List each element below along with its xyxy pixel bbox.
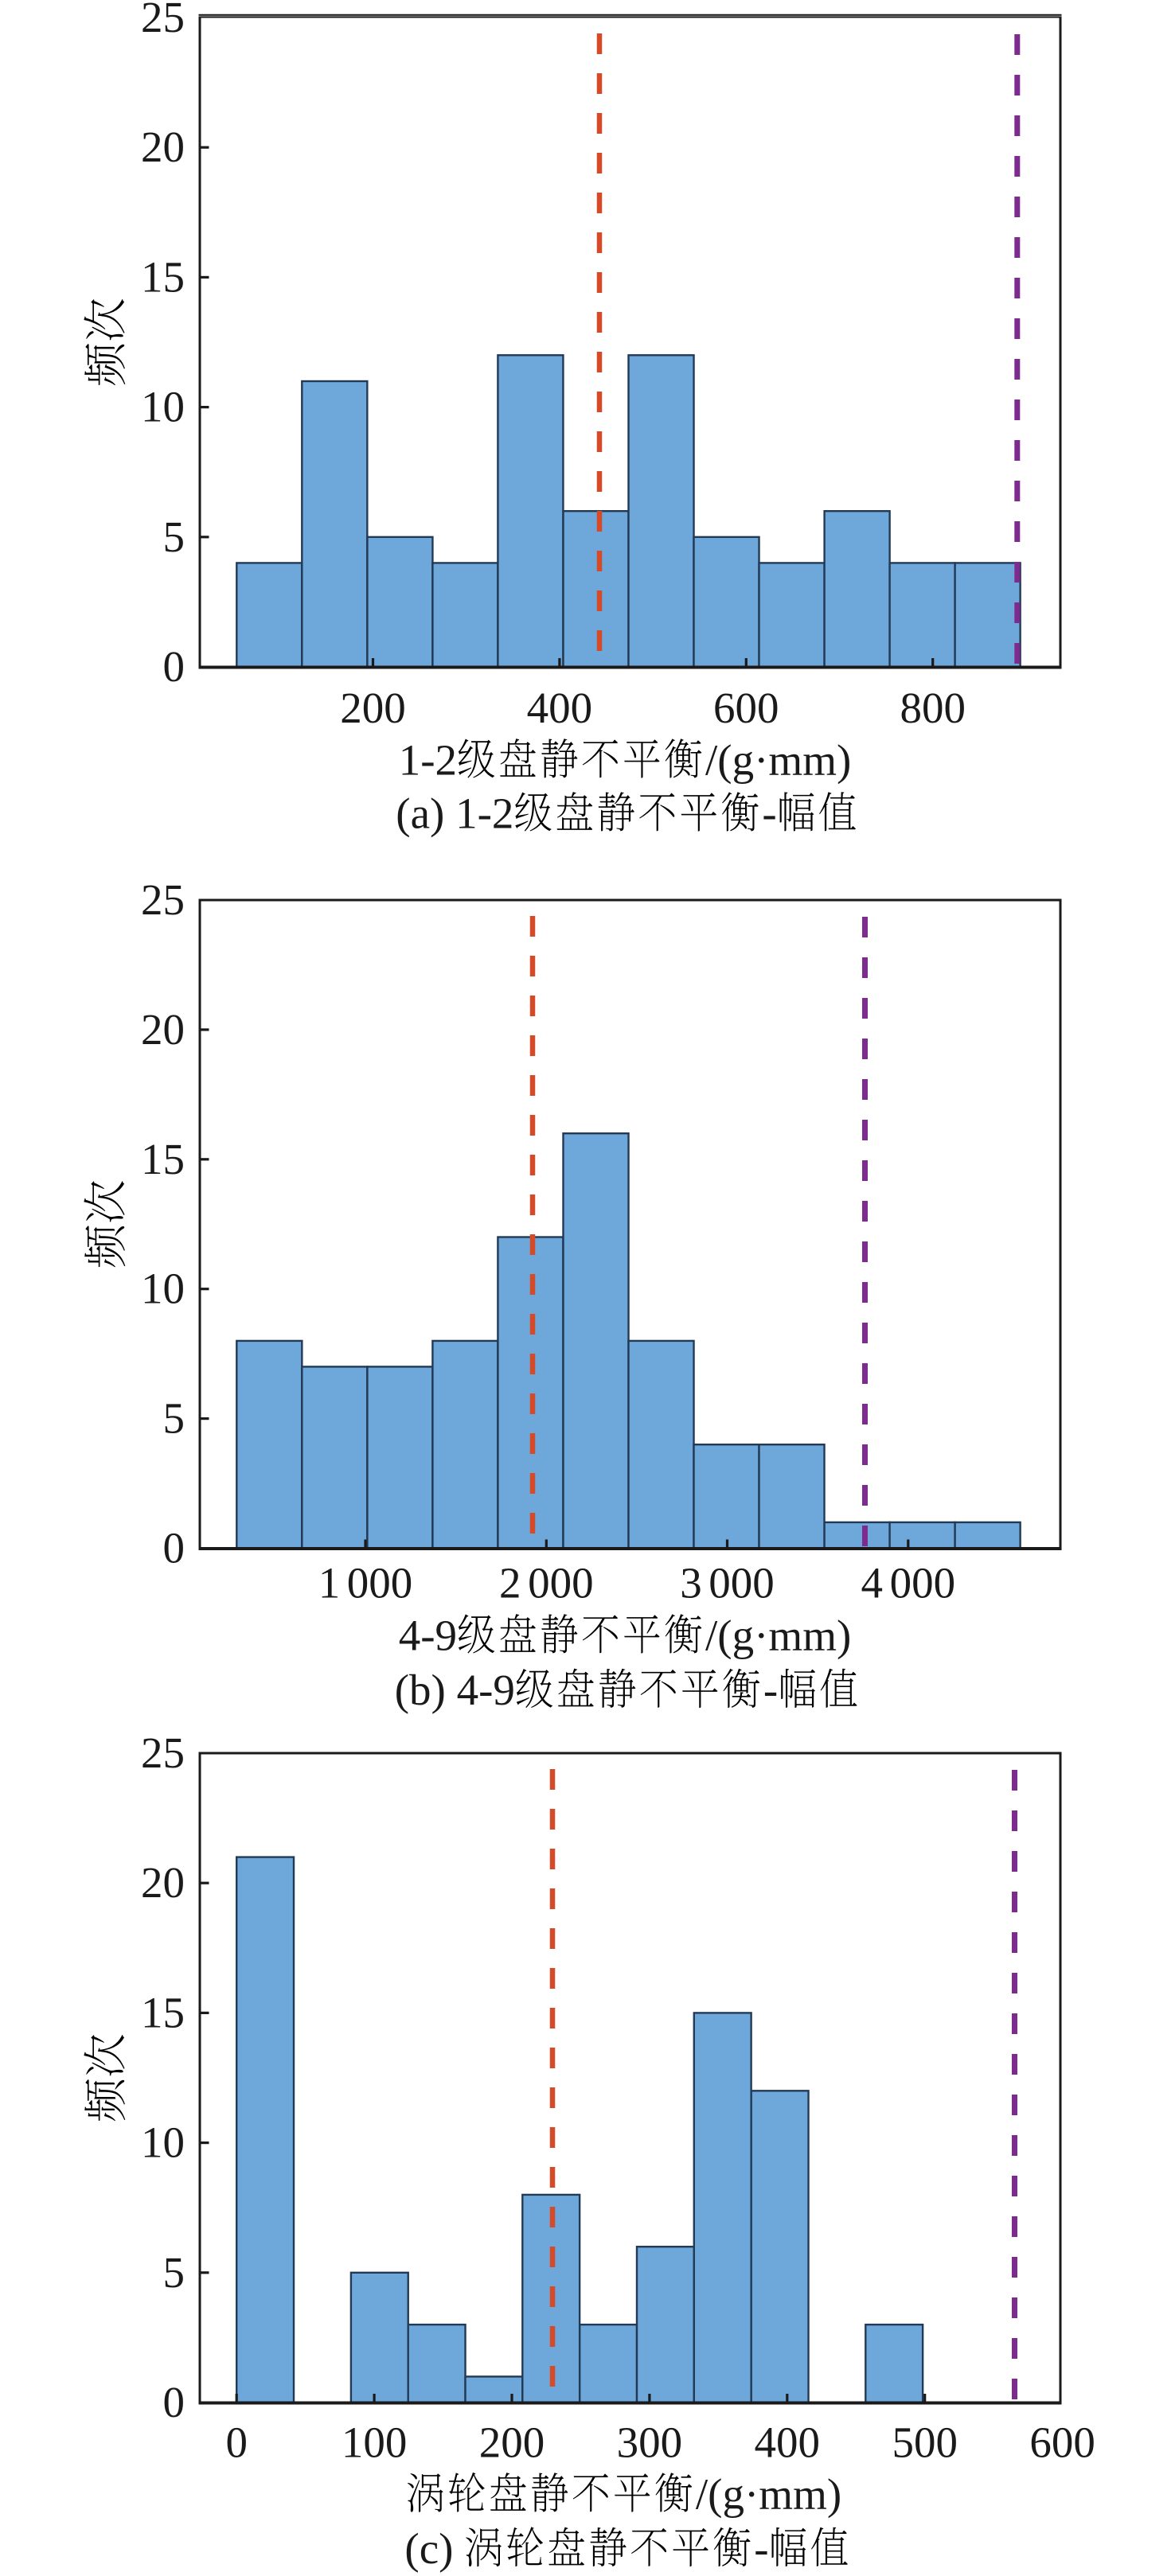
svg-text:10: 10 xyxy=(141,2118,185,2167)
svg-text:4: 4 xyxy=(861,1559,884,1608)
svg-text:500: 500 xyxy=(892,2418,958,2467)
svg-text:20: 20 xyxy=(141,123,185,171)
svg-text:(b) 4-9: (b) 4-9 xyxy=(395,1666,515,1714)
svg-text:100: 100 xyxy=(342,2418,408,2467)
svg-text:1: 1 xyxy=(318,1559,341,1608)
svg-text:10: 10 xyxy=(141,383,185,431)
svg-text:000: 000 xyxy=(890,1559,956,1608)
svg-text:800: 800 xyxy=(900,684,966,732)
svg-text:5: 5 xyxy=(163,2248,185,2297)
svg-text:15: 15 xyxy=(141,1988,185,2036)
svg-text:400: 400 xyxy=(755,2418,821,2467)
svg-text:-: - xyxy=(762,789,776,838)
svg-text:/(g·mm): /(g·mm) xyxy=(705,1611,851,1660)
svg-text:000: 000 xyxy=(709,1559,775,1608)
svg-text:300: 300 xyxy=(617,2418,683,2467)
svg-text:/(g·mm): /(g·mm) xyxy=(705,736,851,785)
svg-text:600: 600 xyxy=(713,684,779,732)
svg-text:10: 10 xyxy=(141,1265,185,1313)
svg-text:1-2: 1-2 xyxy=(399,736,457,785)
svg-text:25: 25 xyxy=(141,1728,185,1777)
svg-text:20: 20 xyxy=(141,1005,185,1054)
svg-text:5: 5 xyxy=(163,512,185,561)
svg-text:(c): (c) xyxy=(404,2524,453,2573)
svg-text:2: 2 xyxy=(499,1559,521,1608)
svg-text:25: 25 xyxy=(141,875,185,924)
svg-text:0: 0 xyxy=(163,1524,185,1572)
svg-text:200: 200 xyxy=(479,2418,545,2467)
svg-text:0: 0 xyxy=(163,2378,185,2426)
svg-text:000: 000 xyxy=(528,1559,594,1608)
svg-text:000: 000 xyxy=(347,1559,413,1608)
svg-text:600: 600 xyxy=(1029,2418,1095,2467)
svg-text:400: 400 xyxy=(527,684,593,732)
svg-text:3: 3 xyxy=(680,1559,702,1608)
svg-text:15: 15 xyxy=(141,252,185,301)
svg-text:20: 20 xyxy=(141,1858,185,1907)
svg-text:0: 0 xyxy=(225,2418,248,2467)
svg-text:/(g·mm): /(g·mm) xyxy=(696,2470,841,2519)
svg-text:0: 0 xyxy=(163,642,185,691)
svg-text:5: 5 xyxy=(163,1394,185,1443)
svg-text:(a) 1-2: (a) 1-2 xyxy=(396,789,513,838)
svg-text:200: 200 xyxy=(340,684,406,732)
svg-text:4-9: 4-9 xyxy=(399,1611,457,1660)
svg-text:15: 15 xyxy=(141,1135,185,1183)
svg-text:-: - xyxy=(754,2524,768,2573)
svg-text:25: 25 xyxy=(141,0,185,41)
svg-text:-: - xyxy=(763,1666,778,1714)
